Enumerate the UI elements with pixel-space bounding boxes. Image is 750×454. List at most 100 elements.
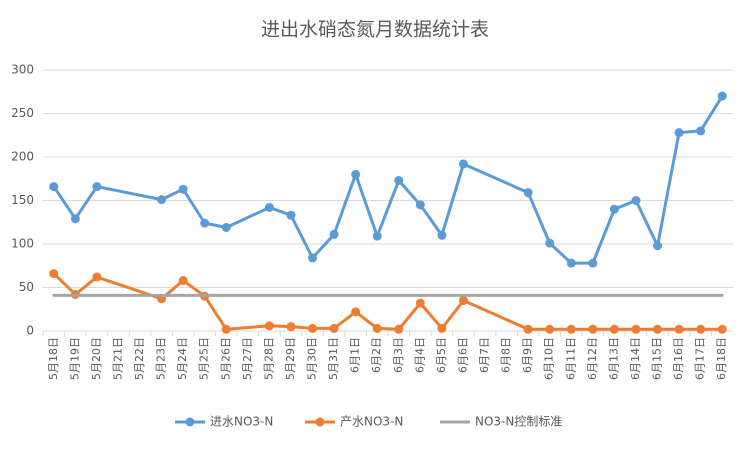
point xyxy=(674,324,684,334)
line-segment xyxy=(418,203,444,237)
y-tick-label: 300 xyxy=(11,63,34,77)
point xyxy=(157,195,167,205)
line-segment xyxy=(73,275,99,296)
line-segment xyxy=(461,299,530,331)
line-segment xyxy=(203,294,228,331)
point xyxy=(351,307,361,317)
point xyxy=(566,324,576,334)
point xyxy=(415,200,425,210)
x-tick-label: 6月11日 xyxy=(564,337,577,380)
x-tick-label: 5月27日 xyxy=(241,337,254,380)
point xyxy=(717,91,727,101)
line-segment xyxy=(73,185,99,221)
x-tick-label: 6月15日 xyxy=(651,337,664,380)
x-tick-label: 6月12日 xyxy=(586,337,599,380)
point xyxy=(264,202,274,212)
x-tick-label: 5月18日 xyxy=(47,337,60,380)
line-segment xyxy=(397,301,422,331)
legend-label: 进水NO3-N xyxy=(210,415,273,429)
point xyxy=(631,324,641,334)
x-tick-label: 5月29日 xyxy=(284,337,297,380)
x-tick-label: 5月26日 xyxy=(219,337,232,380)
line-segment xyxy=(332,310,358,330)
line-segment xyxy=(354,310,379,330)
legend-marker xyxy=(185,417,195,427)
x-tick-label: 6月1日 xyxy=(349,337,362,373)
point xyxy=(49,182,59,192)
point xyxy=(437,230,447,240)
x-tick-label: 6月5日 xyxy=(435,337,448,373)
point xyxy=(523,188,533,198)
point xyxy=(458,296,468,306)
point xyxy=(609,324,619,334)
line-segment xyxy=(699,94,724,133)
x-tick-label: 5月22日 xyxy=(133,337,146,380)
line-segment xyxy=(95,185,164,202)
x-tick-label: 6月10日 xyxy=(543,337,556,380)
point xyxy=(372,323,382,333)
point xyxy=(92,182,102,192)
point xyxy=(286,210,296,220)
point xyxy=(674,128,684,138)
x-tick-label: 5月24日 xyxy=(176,337,189,380)
line-segment xyxy=(181,187,207,225)
point xyxy=(329,229,339,239)
line-segment xyxy=(656,131,681,248)
y-tick-label: 250 xyxy=(11,106,34,120)
point xyxy=(329,323,339,333)
point xyxy=(545,324,555,334)
point xyxy=(588,324,598,334)
y-tick-label: 150 xyxy=(11,193,34,207)
line-segment xyxy=(332,172,358,236)
x-tick-label: 6月2日 xyxy=(370,337,383,373)
point xyxy=(264,321,274,331)
line-segment xyxy=(354,172,379,238)
point xyxy=(394,175,404,185)
x-tick-label: 6月3日 xyxy=(392,337,405,373)
point xyxy=(437,323,447,333)
line-segment xyxy=(548,241,573,265)
point xyxy=(70,214,80,224)
line-segment xyxy=(461,162,530,195)
line-segment xyxy=(440,299,465,330)
line-segment xyxy=(591,207,616,265)
x-tick-label: 6月4日 xyxy=(413,337,426,373)
x-tick-label: 5月23日 xyxy=(155,337,168,380)
x-tick-label: 5月20日 xyxy=(90,337,103,380)
point xyxy=(609,204,619,214)
point xyxy=(588,258,598,268)
point xyxy=(566,258,576,268)
x-tick-label: 6月17日 xyxy=(694,337,707,380)
x-tick-label: 6月8日 xyxy=(500,337,513,373)
x-tick-label: 5月28日 xyxy=(262,337,275,380)
point xyxy=(372,231,382,241)
point xyxy=(221,324,231,334)
x-tick-label: 5月25日 xyxy=(198,337,211,380)
point xyxy=(394,324,404,334)
line-segment xyxy=(418,301,444,330)
point xyxy=(178,276,188,286)
legend-label: 产水NO3-N xyxy=(340,415,403,429)
line-segment xyxy=(397,178,422,207)
point xyxy=(49,269,59,279)
point xyxy=(717,324,727,334)
line-segment xyxy=(440,162,465,237)
x-tick-label: 5月31日 xyxy=(327,337,340,380)
point xyxy=(286,322,296,332)
chart-title: 进出水硝态氮月数据统计表 xyxy=(261,19,489,41)
point xyxy=(653,324,663,334)
point xyxy=(523,324,533,334)
line-segment xyxy=(289,213,315,260)
line-segment xyxy=(52,272,77,296)
x-tick-label: 6月9日 xyxy=(521,337,534,373)
point xyxy=(92,272,102,282)
legend-label: NO3-N控制标准 xyxy=(475,415,562,429)
point xyxy=(351,169,361,179)
x-tick-label: 5月19日 xyxy=(68,337,81,380)
line-segment xyxy=(52,185,77,221)
x-tick-label: 6月14日 xyxy=(629,337,642,380)
line-segment xyxy=(375,178,401,238)
x-tick-label: 6月16日 xyxy=(672,337,685,380)
point xyxy=(545,238,555,248)
